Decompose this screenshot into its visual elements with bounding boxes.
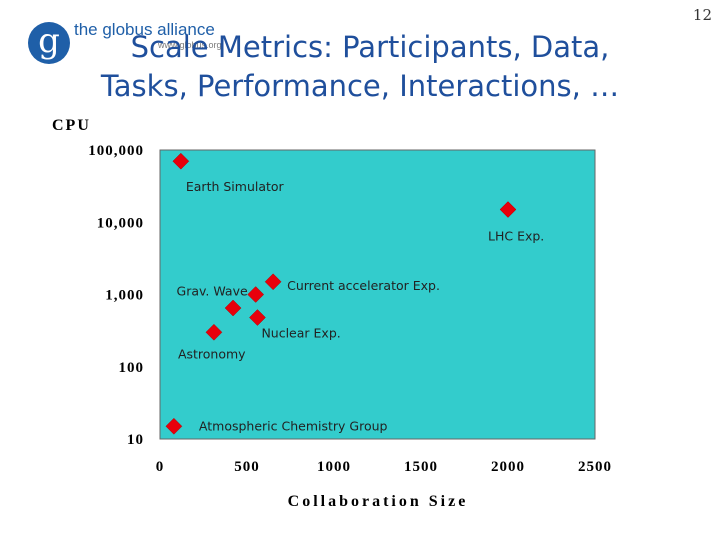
data-point-marker [165, 417, 183, 435]
plot-area [159, 149, 596, 440]
data-point-marker [264, 273, 282, 291]
data-point-marker [224, 299, 242, 317]
y-axis-title: CPU [52, 117, 91, 134]
data-point-label: Atmospheric Chemistry Group [199, 418, 388, 433]
x-tick-label: 2500 [578, 459, 612, 475]
y-tick-label: 10,000 [97, 215, 144, 231]
slide-title-line1: Scale Metrics: Participants, Data, [130, 30, 610, 64]
data-point-marker [247, 286, 265, 303]
data-point-marker [499, 201, 517, 218]
x-tick-label: 1500 [404, 459, 438, 475]
globus-logo: g the globus alliance www.globus.org [28, 18, 228, 68]
data-point-label: Astronomy [178, 346, 246, 361]
data-point-label: Earth Simulator [186, 179, 285, 194]
x-tick-label: 2000 [491, 459, 525, 475]
data-point-marker [249, 309, 266, 326]
data-point-label: Nuclear Exp. [261, 326, 340, 341]
slide-title-line2: Tasks, Performance, Interactions, … [100, 69, 620, 103]
x-axis-title: Collaboration Size [288, 493, 469, 510]
page-number: 12 [692, 6, 712, 24]
y-tick-label: 100,000 [88, 143, 144, 159]
data-point-label: Current accelerator Exp. [287, 278, 440, 293]
logo-name: the globus alliance [74, 20, 215, 39]
data-point-marker [205, 323, 223, 341]
y-tick-label: 10 [127, 432, 144, 448]
y-tick-label: 100 [119, 360, 145, 376]
data-point-label: LHC Exp. [488, 229, 544, 244]
x-tick-label: 0 [156, 459, 165, 475]
data-point-marker [172, 152, 190, 170]
logo-url: www.globus.org [158, 40, 222, 50]
x-tick-label: 1000 [317, 459, 351, 475]
y-tick-label: 1,000 [105, 288, 144, 304]
data-point-label: Grav. Wave [177, 284, 248, 299]
logo-g-icon: g [28, 22, 70, 64]
x-tick-label: 500 [234, 459, 260, 475]
